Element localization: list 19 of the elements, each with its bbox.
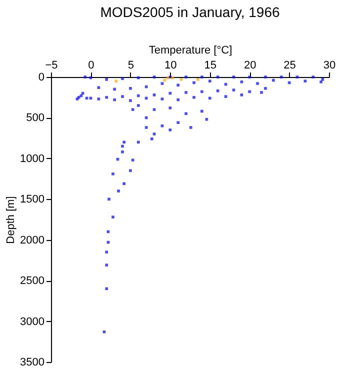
- x-tick-label: 0: [88, 60, 94, 72]
- x-tick-label: 5: [128, 60, 134, 72]
- y-tick-label: 0: [38, 72, 44, 84]
- y-tick-label: 1000: [20, 152, 44, 165]
- x-tick-label: 10: [164, 60, 177, 72]
- x-tick-label: −5: [45, 60, 58, 72]
- y-tick-label: 500: [26, 112, 44, 124]
- y-tick-label: 2000: [20, 234, 44, 246]
- x-tick-label: 15: [204, 60, 216, 72]
- y-axis-title: Depth [m]: [5, 196, 18, 244]
- x-axis-title: Temperature [°C]: [148, 44, 232, 56]
- y-tick-label: 3500: [20, 356, 44, 368]
- x-tick-label: 25: [284, 60, 296, 72]
- x-tick-label: 30: [323, 60, 336, 72]
- y-tick-label: 3000: [20, 316, 44, 328]
- x-tick-label: 20: [244, 60, 256, 72]
- y-tick-label: 1500: [20, 194, 44, 206]
- y-tick-label: 2500: [20, 275, 44, 288]
- chart-title: MODS2005 in January, 1966: [100, 4, 280, 20]
